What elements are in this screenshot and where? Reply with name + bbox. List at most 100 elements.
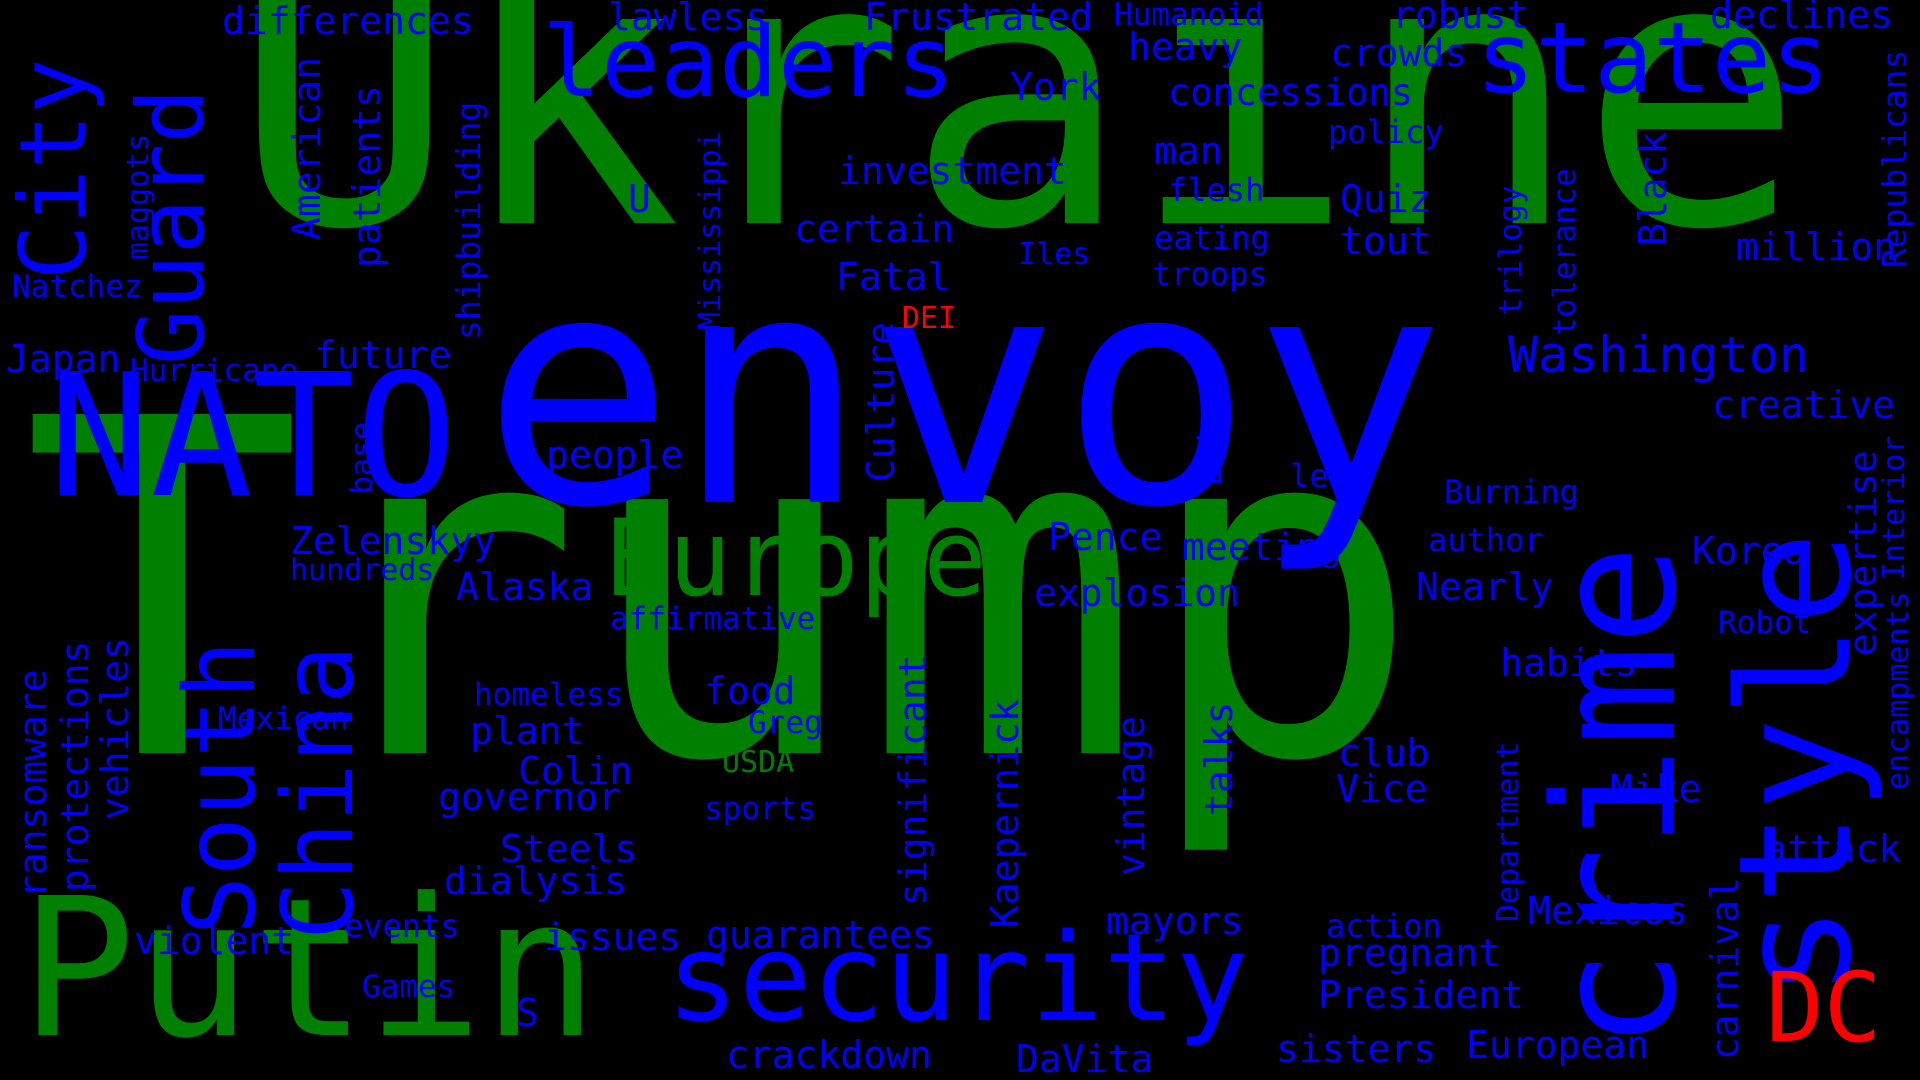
word-security: security (666, 908, 1249, 1049)
word-colin: Colin (518, 749, 633, 793)
word-investment: investment (838, 149, 1067, 193)
word-encampments: encampments (1881, 591, 1916, 790)
word-crowds: crowds (1330, 31, 1468, 75)
word-explosion: explosion (1034, 571, 1240, 615)
word-differences: differences (222, 0, 474, 43)
word-south: South (164, 639, 278, 935)
word-maggots: maggots (121, 133, 156, 260)
word-sports: sports (704, 791, 816, 827)
word-iles: Iles (1018, 237, 1091, 272)
word-talks: talks (1197, 701, 1241, 816)
word-shipbuilding: shipbuilding (449, 101, 488, 340)
word-trump: Trump (22, 321, 1422, 863)
word-base: base (345, 421, 380, 494)
word-certain: certain (794, 207, 955, 251)
word-american: American (285, 56, 329, 240)
word-greg: Greg (748, 705, 823, 741)
word-habits: habits (1500, 641, 1638, 685)
word-violent: violent (134, 919, 295, 963)
word-patients: patients (345, 84, 389, 268)
word-japan: Japan (6, 337, 121, 381)
word-man: man (1154, 129, 1223, 173)
word-states: states (1476, 2, 1831, 116)
word-expertise: expertise (1841, 450, 1885, 656)
word-robot: Robot (1718, 605, 1812, 641)
word-attack: attack (1764, 827, 1902, 871)
word-dei: DEI (902, 301, 957, 336)
word-frustrated: Frustrated (864, 0, 1093, 39)
word-future: future (314, 333, 452, 377)
word-pence: Pence (1048, 515, 1163, 559)
word-crackdown: crackdown (726, 1033, 932, 1077)
word-governor: governor (438, 775, 622, 819)
word-heavy: heavy (1128, 25, 1243, 69)
word-u: U (628, 177, 651, 221)
word-burning: Burning (1444, 473, 1579, 511)
word-mexicos: Mexicos (1528, 889, 1689, 933)
word-declines: declines (1710, 0, 1894, 37)
word-culture: Culture (859, 321, 903, 482)
word-kaepernick: Kaepernick (983, 699, 1027, 928)
word-trilogy: trilogy (1493, 185, 1529, 316)
word-creative: creative (1712, 383, 1896, 427)
word-europe: Europe (604, 497, 987, 620)
word-envoy: envoy (482, 206, 1446, 578)
word-department: Department (1491, 741, 1526, 922)
word-korea: Korea (1692, 529, 1807, 573)
word-davita: DaVita (1016, 1037, 1154, 1080)
word-affirmative: affirmative (610, 601, 816, 637)
word-ukraine: Ukraine (232, 0, 1804, 311)
word-nearly: Nearly (1416, 565, 1554, 609)
word-vice: Vice (1336, 767, 1428, 811)
word-hundreds: hundreds (290, 553, 435, 588)
word-issues: issues (544, 915, 682, 959)
word-zelenskyy: Zelenskyy (290, 519, 496, 563)
word-significant: significant (891, 654, 935, 906)
word-washington: Washington (1508, 326, 1810, 384)
word-concessions: concessions (1168, 71, 1414, 114)
word-natchez: Natchez (12, 269, 143, 305)
word-events: events (344, 907, 460, 945)
word-alaska: Alaska (456, 565, 594, 609)
word-people: people (546, 433, 684, 477)
word-food: food (704, 669, 796, 713)
word-action: action (1326, 907, 1442, 945)
word-black: Black (1631, 131, 1675, 246)
word-steels: Steels (500, 827, 638, 871)
word-mexican: Mexican (218, 701, 349, 737)
word-president: President (1318, 973, 1524, 1017)
word-led: led (1290, 457, 1348, 495)
word-guarantees: guarantees (706, 913, 935, 957)
word-million: million (1736, 225, 1897, 269)
word-club: club (1338, 731, 1430, 775)
word-lawless: lawless (608, 0, 769, 39)
word-homeless: homeless (474, 677, 624, 713)
word-tout: tout (1340, 219, 1432, 263)
word-republicans: Republicans (1875, 49, 1914, 268)
word-mississippi: Mississippi (693, 131, 728, 330)
word-nato: NATO (48, 338, 458, 536)
word-mayors: mayors (1106, 899, 1244, 943)
word-putin: Putin (20, 858, 598, 1080)
word-dialysis: dialysis (444, 859, 628, 903)
word-erin: Erin (1191, 408, 1229, 486)
word-quiz: Quiz (1340, 177, 1432, 221)
word-vehicles: vehicles (93, 636, 137, 820)
word-humanoid: Humanoid (1114, 0, 1264, 33)
word-flesh: flesh (1168, 171, 1265, 209)
word-city: City (0, 58, 107, 280)
word-s: S (516, 991, 539, 1035)
word-protections: protections (53, 640, 97, 892)
word-hurricane: Hurricane (130, 353, 298, 389)
word-leaders: leaders (542, 6, 956, 120)
word-tolerance: tolerance (1547, 168, 1583, 336)
word-ransomware: ransomware (11, 669, 55, 898)
word-vintage: vintage (1109, 715, 1153, 876)
word-pregnant: pregnant (1318, 931, 1502, 975)
word-meeting: meeting (1182, 525, 1343, 569)
word-carnival: carnival (1703, 876, 1747, 1060)
word-dc: DC (1766, 952, 1882, 1064)
word-games: Games (362, 969, 456, 1005)
word-robust: robust (1392, 0, 1530, 37)
